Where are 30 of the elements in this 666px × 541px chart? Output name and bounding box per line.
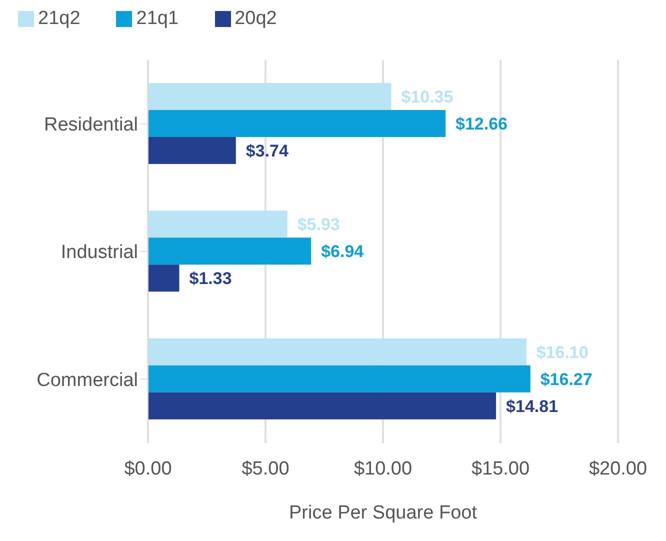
data-label: $5.93 <box>297 215 340 234</box>
data-label: $1.33 <box>189 269 232 288</box>
data-label: $3.74 <box>246 142 289 161</box>
legend-label: 21q1 <box>135 8 179 30</box>
x-tick-label: $10.00 <box>354 458 412 480</box>
legend-label: 21q2 <box>37 8 80 30</box>
data-label: $12.66 <box>456 114 508 134</box>
x-tick-label: $15.00 <box>471 458 530 480</box>
x-tick-label: $20.00 <box>588 458 648 480</box>
bar <box>148 136 236 164</box>
y-tick-label: Residential <box>44 114 138 136</box>
bar <box>148 264 180 292</box>
bar <box>148 392 496 420</box>
x-axis-title: Price Per Square Foot <box>289 502 478 524</box>
bar <box>148 82 392 110</box>
bar <box>148 238 312 265</box>
x-tick-label: $5.00 <box>242 458 290 480</box>
data-label: $16.27 <box>540 370 592 389</box>
bar <box>148 110 446 137</box>
data-label: $6.94 <box>321 242 364 262</box>
bar <box>148 365 530 392</box>
y-tick-label: Industrial <box>60 242 138 264</box>
x-tick-label: $0.00 <box>124 458 172 480</box>
data-label: $14.81 <box>506 396 558 416</box>
bar <box>148 210 288 238</box>
data-label: $10.35 <box>401 88 454 107</box>
data-label: $16.10 <box>536 342 588 362</box>
y-tick-label: Commercial <box>36 370 138 391</box>
legend-label: 20q2 <box>234 8 277 30</box>
bar <box>148 338 526 366</box>
